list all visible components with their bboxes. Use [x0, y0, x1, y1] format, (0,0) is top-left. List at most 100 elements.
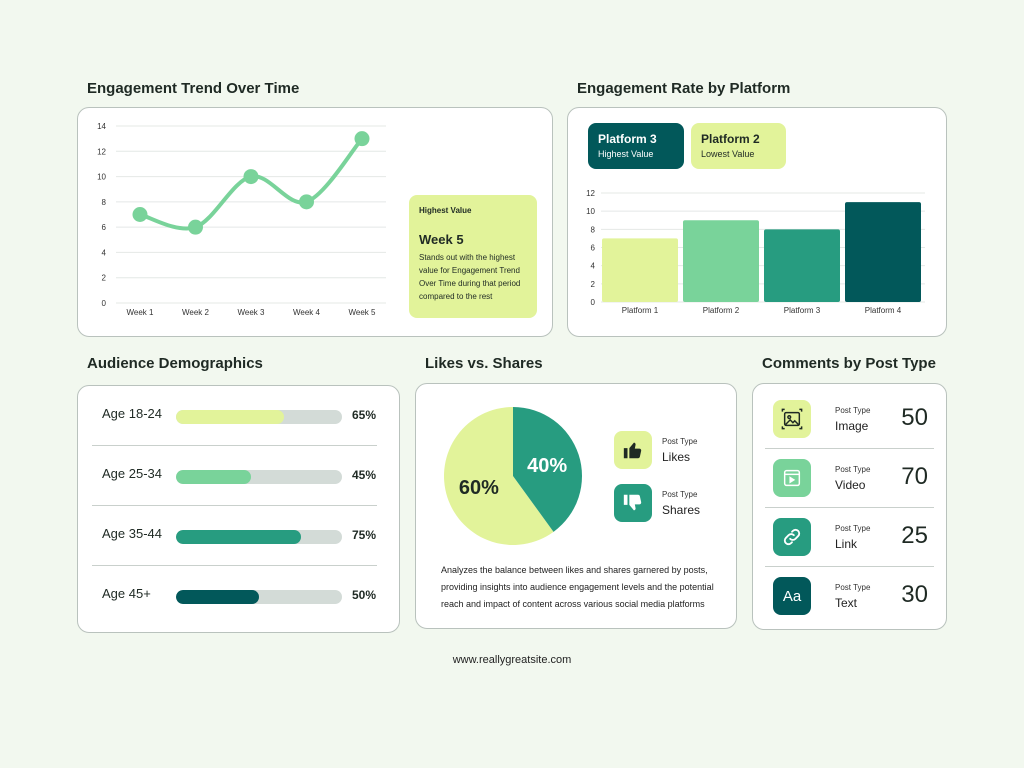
demographic-bar-track — [176, 590, 342, 604]
trend-point — [354, 131, 370, 147]
likes-shares-title: Likes vs. Shares — [425, 355, 543, 372]
x-tick-label: Platform 1 — [622, 306, 659, 315]
platform-highest-title: Platform 3 — [598, 132, 657, 146]
comment-link-label: Link — [835, 537, 858, 551]
comment-image-value: 50 — [901, 404, 928, 431]
bar — [602, 238, 678, 302]
y-tick-label: 14 — [97, 122, 106, 131]
demographic-bar-fill — [176, 470, 251, 484]
thumbs-up-icon — [614, 431, 652, 469]
comment-row-image: Post Type Image 50 — [753, 390, 946, 448]
demographic-bar-track — [176, 530, 342, 544]
x-tick-label: Week 5 — [349, 308, 377, 317]
y-tick-label: 8 — [591, 225, 596, 234]
x-tick-label: Platform 3 — [784, 306, 821, 315]
demographic-value: 65% — [352, 408, 377, 422]
comment-video-small: Post Type — [835, 465, 871, 474]
demographic-value: 50% — [352, 588, 377, 602]
legend-shares: Post Type Shares — [614, 484, 734, 524]
x-tick-label: Platform 4 — [865, 306, 902, 315]
comments-card: Post Type Image 50 Post Type Video 70 Po… — [752, 383, 947, 630]
demographic-value: 45% — [352, 468, 377, 482]
platform-bar-chart: 0 2 4 6 8 10 12 Platform 1 Platform 2 Platform 3 P… — [586, 189, 925, 315]
comment-image-label: Image — [835, 419, 869, 433]
comment-divider — [765, 566, 934, 567]
comment-text-small: Post Type — [835, 583, 871, 592]
thumbs-down-icon — [614, 484, 652, 522]
text-icon: Aa — [773, 577, 811, 615]
demographic-row: Age 25-34 45% — [78, 446, 399, 506]
trend-line-chart: 0 2 4 6 8 10 12 14 Week 1 Week 2 Week 3 Week 4 Week … — [97, 122, 386, 317]
demographic-label: Age 35-44 — [102, 526, 162, 541]
x-tick-label: Week 4 — [293, 308, 321, 317]
video-icon — [773, 459, 811, 497]
y-tick-label: 6 — [102, 223, 107, 232]
y-tick-label: 6 — [591, 244, 596, 253]
legend-likes-label: Likes — [662, 450, 691, 464]
pie-value-label: 60% — [459, 477, 499, 499]
image-icon — [773, 400, 811, 438]
demographic-divider — [92, 505, 377, 506]
pie-slice — [513, 407, 582, 532]
trend-highlight-text: Stands out with the highest value for En… — [419, 253, 521, 301]
bar — [764, 229, 840, 302]
trend-point — [132, 207, 148, 222]
x-tick-label: Week 2 — [182, 308, 210, 317]
demographic-divider — [92, 565, 377, 566]
y-tick-label: 2 — [591, 280, 596, 289]
comment-row-link: Post Type Link 25 — [753, 508, 946, 566]
likes-shares-pie-chart: 60% 40% — [444, 407, 582, 545]
platform-lowest-title: Platform 2 — [701, 132, 760, 146]
demographic-row: Age 35-44 75% — [78, 506, 399, 566]
trend-title: Engagement Trend Over Time — [87, 80, 300, 97]
trend-card: 0 2 4 6 8 10 12 14 Week 1 Week 2 Week 3 Week 4 Week … — [77, 107, 553, 337]
y-tick-label: 0 — [102, 299, 107, 308]
y-tick-label: 12 — [586, 189, 595, 198]
demographic-row: Age 18-24 65% — [78, 386, 399, 446]
demographic-label: Age 45+ — [102, 586, 151, 601]
comment-divider — [765, 507, 934, 508]
comment-video-label: Video — [835, 478, 866, 492]
likes-shares-card: 60% 40% Post Type Likes Post Type Shares … — [415, 383, 737, 629]
comment-video-value: 70 — [901, 463, 928, 490]
y-tick-label: 4 — [102, 248, 107, 257]
demographic-bar-fill — [176, 530, 301, 544]
x-tick-label: Week 1 — [127, 308, 155, 317]
demographic-divider — [92, 445, 377, 446]
comment-text-label: Text — [835, 596, 858, 610]
platform-highest-box: Platform 3 Highest Value — [588, 123, 684, 169]
platform-lowest-sub: Lowest Value — [701, 149, 755, 159]
trend-point — [299, 194, 314, 210]
y-tick-label: 10 — [97, 173, 106, 182]
demographic-bar-track — [176, 470, 342, 484]
comment-link-small: Post Type — [835, 524, 871, 533]
comment-row-text: Aa Post Type Text 30 — [753, 567, 946, 625]
trend-point — [243, 169, 259, 185]
trend-highlight-header: Highest Value — [419, 206, 472, 215]
footer-url: www.reallygreatsite.com — [452, 654, 572, 666]
bar — [845, 202, 921, 302]
comment-row-video: Post Type Video 70 — [753, 449, 946, 507]
demographic-bar-fill — [176, 590, 259, 604]
demographic-label: Age 25-34 — [102, 466, 162, 481]
demographic-bar-fill — [176, 410, 284, 424]
trend-highlight-box: Highest Value Week 5 Stands out with the… — [409, 195, 537, 318]
link-icon — [773, 518, 811, 556]
demographic-bar-track — [176, 410, 342, 424]
platform-lowest-box: Platform 2 Lowest Value — [691, 123, 786, 169]
legend-likes-small: Post Type — [662, 437, 698, 446]
platform-title: Engagement Rate by Platform — [577, 80, 791, 97]
y-tick-label: 0 — [591, 298, 596, 307]
trend-highlight-title: Week 5 — [419, 232, 464, 247]
demographics-card: Age 18-24 65% Age 25-34 45% Age 35-44 75% Age … — [77, 385, 400, 633]
comment-image-small: Post Type — [835, 406, 871, 415]
comment-divider — [765, 448, 934, 449]
likes-shares-description: Analyzes the balance between likes and s… — [441, 565, 714, 609]
x-tick-label: Week 3 — [238, 308, 266, 317]
platform-card: Platform 3 Highest Value Platform 2 Lowe… — [567, 107, 947, 337]
pie-value-label: 40% — [527, 455, 567, 477]
demographic-label: Age 18-24 — [102, 406, 162, 421]
x-tick-label: Platform 2 — [703, 306, 740, 315]
legend-shares-label: Shares — [662, 503, 701, 517]
comment-link-value: 25 — [901, 522, 928, 549]
